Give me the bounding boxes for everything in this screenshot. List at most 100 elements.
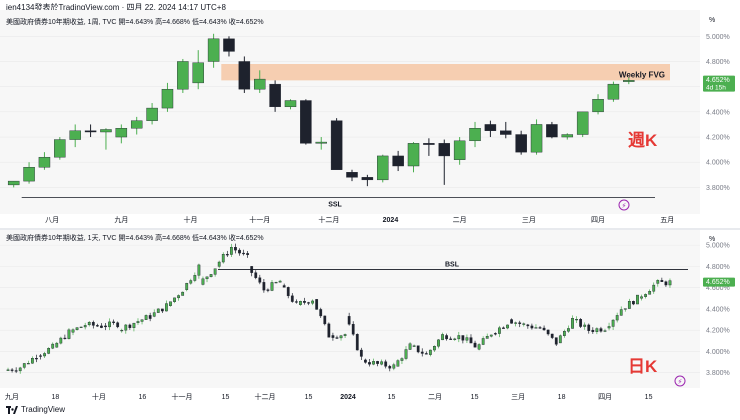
candle-body[interactable] [67, 329, 71, 339]
candle-body[interactable] [23, 167, 35, 182]
candle-body[interactable] [623, 80, 635, 82]
candle-body[interactable] [140, 319, 144, 322]
candle-body[interactable] [217, 261, 221, 267]
candle-body[interactable] [124, 324, 128, 331]
candle-body[interactable] [546, 329, 550, 335]
candle-body[interactable] [392, 364, 396, 369]
candle-body[interactable] [51, 343, 55, 349]
candle-body[interactable] [63, 337, 67, 340]
candle-body[interactable] [169, 301, 172, 306]
candle-body[interactable] [530, 124, 543, 153]
candle-body[interactable] [571, 318, 574, 329]
candle-body[interactable] [445, 335, 449, 340]
candle-body[interactable] [128, 324, 132, 328]
candle-body[interactable] [423, 143, 435, 145]
candle-body[interactable] [242, 252, 245, 255]
candle-body[interactable] [498, 327, 501, 334]
candle-body[interactable] [262, 282, 266, 291]
candle-body[interactable] [26, 363, 30, 365]
candle-body[interactable] [534, 327, 538, 329]
candle-body[interactable] [453, 140, 466, 160]
candle-body[interactable] [152, 312, 156, 317]
candle-body[interactable] [43, 353, 46, 357]
candle-body[interactable] [95, 325, 99, 327]
candle-body[interactable] [177, 295, 180, 299]
candle-body[interactable] [562, 331, 566, 336]
candle-body[interactable] [599, 328, 603, 332]
candle-body[interactable] [84, 130, 97, 133]
candle-body[interactable] [485, 336, 489, 339]
candle-body[interactable] [484, 124, 497, 131]
candle-body[interactable] [396, 360, 400, 367]
candle-body[interactable] [461, 335, 465, 341]
candle-body[interactable] [173, 297, 176, 302]
candle-body[interactable] [104, 325, 107, 328]
candle-body[interactable] [558, 335, 562, 344]
candle-body[interactable] [376, 361, 379, 364]
candle-body[interactable] [303, 301, 306, 303]
candle-body[interactable] [481, 338, 485, 345]
candle-body[interactable] [477, 344, 481, 350]
candle-body[interactable] [120, 329, 124, 332]
candle-body[interactable] [351, 324, 355, 335]
candle-body[interactable] [437, 339, 440, 347]
candle-body[interactable] [47, 348, 51, 354]
candle-body[interactable] [515, 134, 527, 153]
candle-body[interactable] [502, 327, 505, 329]
candle-body[interactable] [38, 156, 51, 168]
candle-body[interactable] [132, 322, 136, 328]
candle-body[interactable] [441, 334, 444, 341]
candle-body[interactable] [384, 361, 388, 367]
candle-body[interactable] [144, 315, 148, 320]
candle-body[interactable] [644, 294, 647, 297]
candle-body[interactable] [514, 322, 518, 324]
candle-body[interactable] [160, 308, 164, 312]
candle-body[interactable] [592, 99, 604, 113]
candle-body[interactable] [59, 337, 63, 344]
candle-body[interactable] [416, 345, 420, 353]
candle-body[interactable] [648, 291, 652, 295]
candle-body[interactable] [404, 349, 408, 359]
candle-body[interactable] [603, 330, 607, 332]
candle-body[interactable] [258, 277, 262, 283]
candle-body[interactable] [615, 315, 619, 321]
candle-body[interactable] [576, 111, 589, 135]
candle-body[interactable] [319, 309, 323, 317]
candle-body[interactable] [75, 327, 79, 330]
candle-body[interactable] [238, 249, 241, 254]
candle-body[interactable] [100, 129, 112, 133]
candle-body[interactable] [39, 355, 42, 357]
candle-body[interactable] [100, 325, 103, 328]
candle-body[interactable] [347, 316, 351, 325]
candle-body[interactable] [652, 284, 656, 292]
candle-body[interactable] [526, 324, 530, 327]
candle-body[interactable] [148, 315, 152, 319]
candle-body[interactable] [453, 338, 457, 340]
candle-body[interactable] [278, 280, 282, 283]
candle-body[interactable] [330, 120, 343, 170]
candle-body[interactable] [69, 130, 81, 140]
candle-body[interactable] [469, 128, 481, 142]
candle-body[interactable] [6, 369, 10, 371]
candle-body[interactable] [591, 329, 595, 332]
candle-body[interactable] [335, 337, 339, 339]
candle-body[interactable] [611, 319, 615, 327]
candle-body[interactable] [457, 335, 461, 340]
candle-body[interactable] [7, 180, 20, 186]
candle-body[interactable] [554, 337, 558, 345]
candle-body[interactable] [343, 334, 347, 336]
candle-body[interactable] [229, 247, 233, 255]
candle-body[interactable] [493, 333, 497, 335]
candle-body[interactable] [424, 353, 428, 355]
candle-body[interactable] [561, 134, 574, 138]
candle-body[interactable] [18, 367, 22, 372]
weekly-chart[interactable]: % 美國政府債券10年期收益, 1周, TVC 開=4.643% 高=4.668… [0, 10, 735, 224]
candle-body[interactable] [368, 362, 371, 365]
candle-body[interactable] [311, 300, 314, 304]
weekly-alert-icon[interactable] [618, 199, 630, 211]
candle-body[interactable] [530, 325, 534, 329]
candle-body[interactable] [595, 328, 599, 332]
candle-body[interactable] [339, 335, 343, 339]
candle-body[interactable] [299, 301, 302, 305]
candle-body[interactable] [500, 130, 512, 135]
